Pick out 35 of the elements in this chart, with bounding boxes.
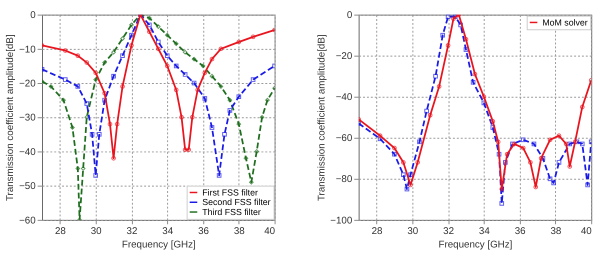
y-axis-title: Transmission coefficient amplitude[dB] [316,34,328,202]
legend-label: MoM solver [542,17,588,28]
y-tick-label: −40 [336,92,353,104]
legend-label: First FSS filter [202,187,258,198]
y-tick-label: −40 [19,146,36,158]
y-tick-label: −20 [19,78,36,90]
y-tick-label: −10 [19,44,36,56]
y-tick-label: 0 [346,10,353,22]
y-tick-label: −60 [19,215,36,226]
legend-label: Second FSS filter [202,197,271,208]
x-tick-label: 28 [372,226,382,238]
y-axis-title: Transmission coefficient amplitude[dB] [5,34,16,202]
x-axis-title: Frequency [GHz] [122,240,196,251]
x-tick-label: 30 [90,226,102,238]
x-tick-label: 30 [407,226,419,238]
x-tick-label: 36 [514,226,526,238]
y-tick-label: −30 [19,112,36,124]
y-tick-label: −50 [19,181,36,192]
x-tick-label: 32 [443,226,454,238]
y-tick-label: −80 [336,174,353,186]
y-tick-label: −20 [336,51,353,62]
x-tick-label: 34 [162,226,174,238]
x-tick-label: 38 [550,226,562,238]
x-tick-label: 32 [126,226,138,238]
y-tick-label: −100 [330,215,353,226]
x-tick-label: 40 [264,226,276,238]
x-tick-label: 34 [478,226,490,238]
x-tick-label: 28 [54,226,66,238]
x-axis-title: Frequency [GHz] [438,240,513,251]
x-tick-label: 40 [580,226,592,238]
x-tick-label: 36 [198,226,209,238]
legend-label: Third FSS filter [202,206,261,217]
y-tick-label: 0 [30,10,36,22]
y-tick-label: −60 [336,133,353,144]
x-tick-label: 38 [234,226,245,238]
